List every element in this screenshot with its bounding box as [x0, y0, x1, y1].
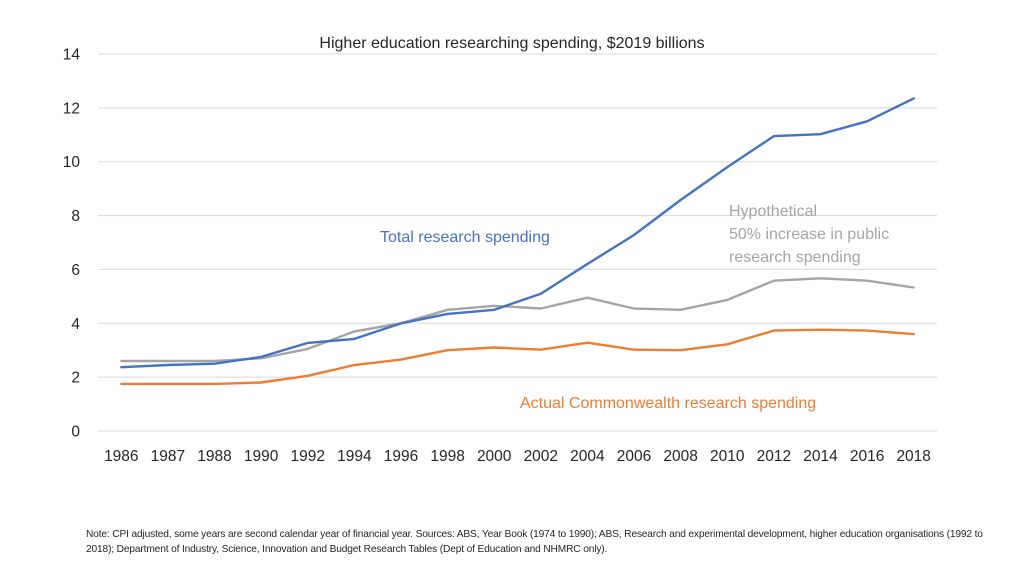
x-tick-label: 2016 [850, 448, 884, 465]
series-2 [120, 328, 915, 386]
series-annotation: research spending [729, 249, 861, 266]
source-note: Note: CPI adjusted, some years are secon… [86, 529, 983, 555]
x-axis-ticks: 1986 1987 1988 1990 1992 1994 1996 1998 2000 2002… [104, 448, 931, 465]
series-annotation: Hypothetical [729, 203, 817, 220]
x-tick-label: 2008 [663, 448, 697, 465]
x-tick-label: 1990 [244, 448, 279, 465]
y-tick-label: 14 [63, 47, 81, 64]
y-tick-label: 12 [63, 100, 80, 117]
x-tick-label: 1998 [430, 448, 464, 465]
x-tick-label: 2012 [757, 448, 791, 465]
y-tick-label: 6 [71, 262, 80, 279]
y-tick-label: 8 [71, 208, 80, 225]
x-tick-label: 2000 [477, 448, 512, 465]
y-axis-ticks: 0 2 4 6 8 10 12 14 [63, 47, 81, 441]
x-tick-label: 2018 [896, 448, 930, 465]
x-tick-label: 2010 [710, 448, 745, 465]
chart-title: Higher education researching spending, $… [319, 35, 704, 52]
series-line [120, 97, 915, 369]
series-lines [120, 97, 915, 386]
x-tick-label: 2006 [617, 448, 651, 465]
x-tick-label: 1987 [151, 448, 185, 465]
y-tick-label: 4 [71, 316, 80, 333]
x-tick-label: 1988 [197, 448, 231, 465]
series-line [120, 328, 915, 386]
series-0 [120, 97, 915, 369]
y-tick-label: 0 [71, 424, 80, 441]
series-annotation: 50% increase in public [729, 226, 889, 243]
x-tick-label: 1994 [337, 448, 372, 465]
y-tick-label: 10 [63, 154, 81, 171]
x-tick-label: 2014 [803, 448, 838, 465]
line-chart: Higher education researching spending, $… [63, 35, 937, 465]
x-tick-label: 1992 [291, 448, 325, 465]
series-annotation: Actual Commonwealth research spending [520, 395, 816, 412]
x-tick-label: 2004 [570, 448, 605, 465]
x-tick-label: 2002 [524, 448, 558, 465]
gridlines [98, 53, 937, 432]
x-tick-label: 1996 [384, 448, 418, 465]
x-tick-label: 1986 [104, 448, 138, 465]
series-annotation: Total research spending [380, 229, 550, 246]
y-tick-label: 2 [71, 370, 80, 387]
annotations: Total research spending Hypothetical 50% i… [380, 203, 889, 412]
